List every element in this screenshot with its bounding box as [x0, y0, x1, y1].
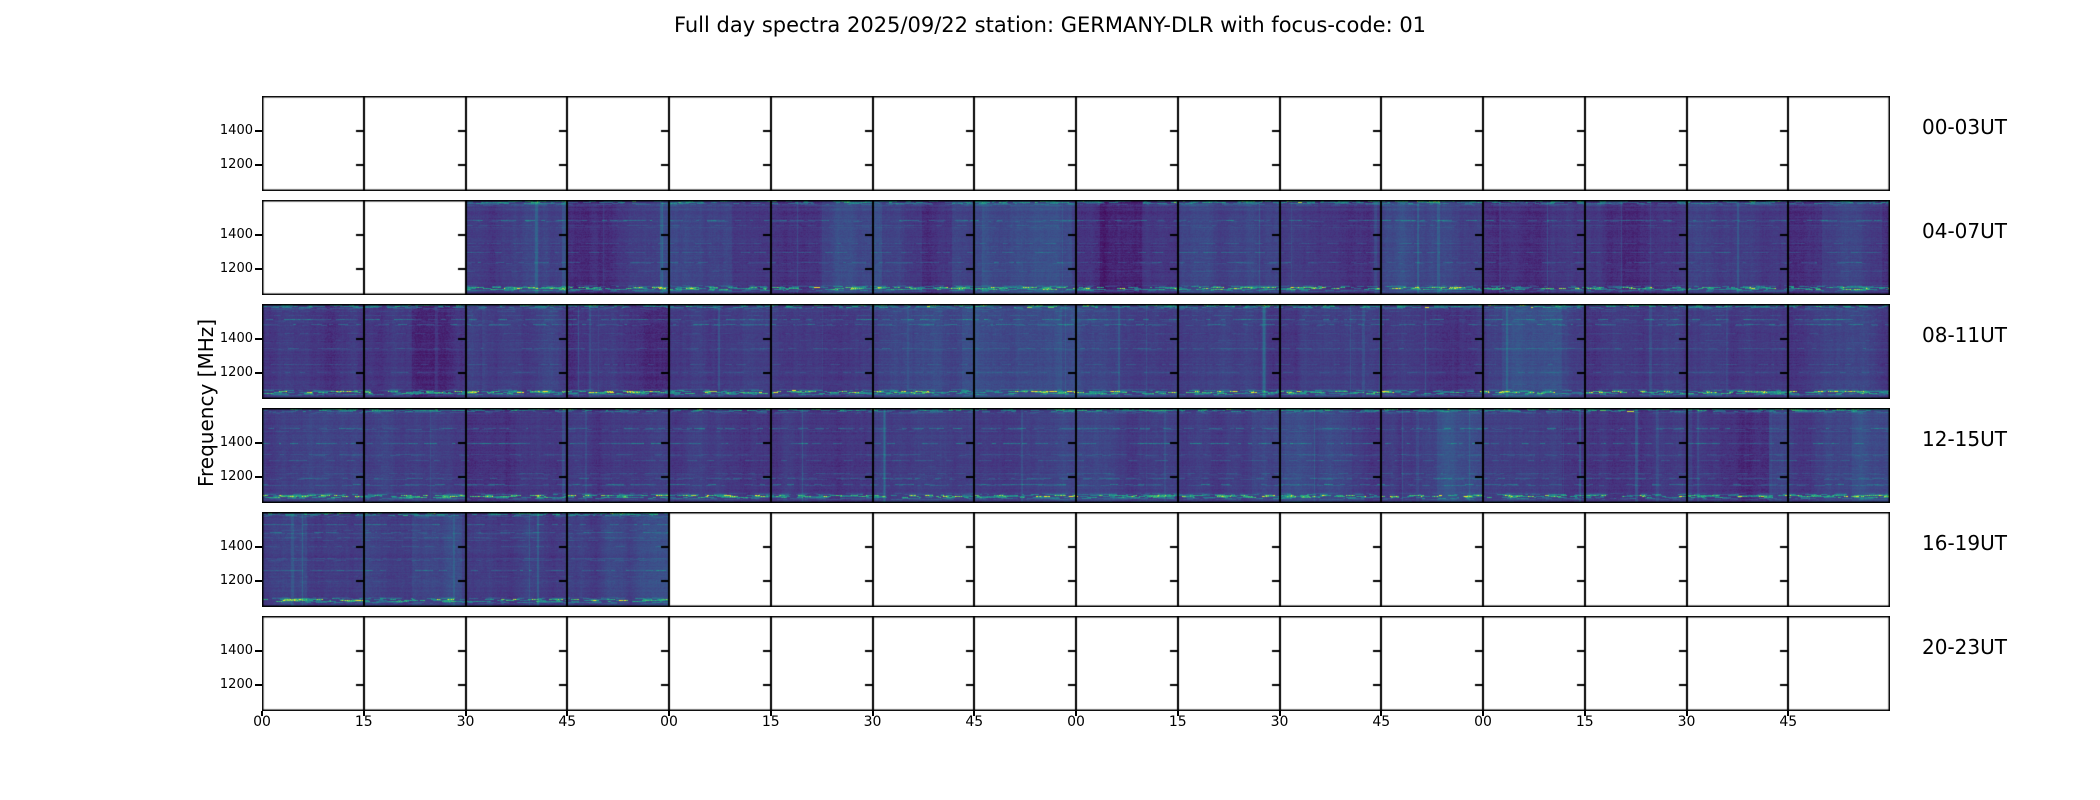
- x-tick-mark: [464, 711, 467, 716]
- y-tick-label: 1200: [219, 469, 253, 484]
- x-tick-mark: [871, 711, 874, 716]
- y-tick-label: 1400: [219, 435, 253, 450]
- x-tick-mark: [1685, 711, 1688, 716]
- x-tick-label: 45: [1372, 714, 1391, 730]
- y-tick-mark: [255, 476, 262, 478]
- x-tick-mark: [261, 711, 263, 716]
- y-tick-label: 1400: [219, 643, 253, 658]
- spectrogram-row-04-07ut: [262, 200, 1890, 295]
- row-label: 20-23UT: [1922, 635, 2007, 659]
- x-tick-label: 30: [863, 714, 882, 730]
- row-label: 16-19UT: [1922, 531, 2007, 555]
- x-tick-mark: [1278, 711, 1281, 716]
- spectrogram-row-00-03ut: [262, 96, 1890, 191]
- x-tick-mark: [668, 711, 670, 716]
- y-tick-label: 1400: [219, 227, 253, 242]
- x-tick-mark: [1176, 711, 1179, 716]
- y-tick-mark: [255, 234, 262, 236]
- spectrogram-row-16-19ut: [262, 512, 1890, 607]
- y-tick-mark: [255, 580, 262, 582]
- row-label: 00-03UT: [1922, 115, 2007, 139]
- y-tick-mark: [255, 338, 262, 340]
- row-label: 04-07UT: [1922, 219, 2007, 243]
- row-label: 12-15UT: [1922, 427, 2007, 451]
- x-tick-label: 45: [1779, 714, 1798, 730]
- x-tick-label: 00: [253, 714, 271, 730]
- x-tick-label: 30: [456, 714, 475, 730]
- y-tick-label: 1200: [219, 573, 253, 588]
- y-tick-mark: [255, 372, 262, 374]
- x-tick-mark: [1787, 711, 1790, 716]
- x-tick-mark: [566, 711, 569, 716]
- y-tick-mark: [255, 164, 262, 166]
- x-tick-label: 45: [965, 714, 984, 730]
- x-tick-label: 15: [1168, 714, 1187, 730]
- y-tick-label: 1200: [219, 157, 253, 172]
- spectrogram-row-20-23ut: [262, 616, 1890, 711]
- x-tick-mark: [769, 711, 772, 716]
- x-tick-label: 00: [1067, 714, 1085, 730]
- x-tick-label: 30: [1270, 714, 1289, 730]
- x-tick-label: 15: [1575, 714, 1594, 730]
- y-tick-label: 1200: [219, 365, 253, 380]
- y-tick-label: 1400: [219, 123, 253, 138]
- y-tick-label: 1200: [219, 261, 253, 276]
- y-tick-mark: [255, 268, 262, 270]
- x-tick-label: 15: [761, 714, 780, 730]
- x-tick-mark: [973, 711, 976, 716]
- x-tick-label: 00: [1474, 714, 1492, 730]
- y-tick-label: 1200: [219, 677, 253, 692]
- figure-title: Full day spectra 2025/09/22 station: GER…: [673, 13, 1427, 37]
- row-label: 08-11UT: [1922, 323, 2007, 347]
- y-tick-label: 1400: [219, 331, 253, 346]
- x-tick-mark: [1075, 711, 1077, 716]
- y-tick-mark: [255, 130, 262, 132]
- x-tick-label: 15: [354, 714, 373, 730]
- y-tick-mark: [255, 442, 262, 444]
- x-tick-label: 45: [558, 714, 577, 730]
- x-tick-label: 30: [1677, 714, 1696, 730]
- y-tick-mark: [255, 684, 262, 686]
- x-tick-mark: [362, 711, 365, 716]
- x-tick-mark: [1583, 711, 1586, 716]
- y-tick-mark: [255, 650, 262, 652]
- x-tick-mark: [1482, 711, 1484, 716]
- spectrogram-row-08-11ut: [262, 304, 1890, 399]
- y-tick-mark: [255, 546, 262, 548]
- x-tick-mark: [1380, 711, 1383, 716]
- spectrogram-row-12-15ut: [262, 408, 1890, 503]
- x-tick-label: 00: [660, 714, 678, 730]
- y-tick-label: 1400: [219, 539, 253, 554]
